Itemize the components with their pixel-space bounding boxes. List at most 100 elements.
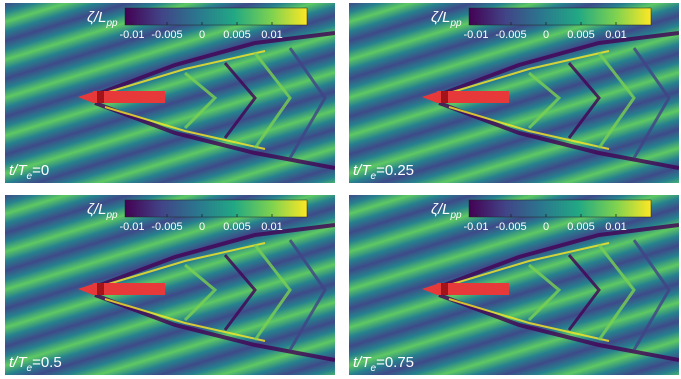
colorbar-label: ζ/Lpp <box>431 9 462 29</box>
colorbar <box>468 7 652 26</box>
wake-crest <box>438 293 679 362</box>
wake-crest <box>104 298 266 342</box>
wake-crest <box>567 254 601 331</box>
wake-crest <box>104 50 266 94</box>
time-label-value: =0.75 <box>376 354 414 371</box>
wake-crest <box>438 31 679 97</box>
wave-field <box>349 195 679 375</box>
colorbar-tick-label: 0 <box>543 221 549 233</box>
wake-crest <box>183 263 218 322</box>
colorbar-tick-label: 0.01 <box>605 29 626 41</box>
ship-bow <box>422 92 437 103</box>
ship-bow <box>78 92 93 103</box>
colorbar-tick-label: 0.01 <box>261 29 282 41</box>
time-label-sub: e <box>371 171 377 182</box>
time-label-sub: e <box>27 171 33 182</box>
wake-crest <box>597 244 636 341</box>
wake-crest <box>527 263 562 322</box>
colorbar-tick-label: 0.005 <box>223 221 251 233</box>
colorbar-tick-label: -0.005 <box>151 221 182 233</box>
colorbar-label: ζ/Lpp <box>87 201 118 221</box>
colorbar-tick-label: 0.005 <box>223 29 251 41</box>
time-label-main: t/T <box>9 354 28 371</box>
time-label: t/Te=0.25 <box>353 162 414 182</box>
colorbar-tick-label: -0.01 <box>463 221 488 233</box>
ship-bridge <box>441 283 448 295</box>
wake-crest <box>597 52 636 149</box>
colorbar-label-sub: pp <box>449 18 462 29</box>
panel: -0.01 -0.005 0 0.005 0.01 ζ/Lpp t/Te=0.75 <box>349 195 679 375</box>
wake-crest <box>567 62 601 139</box>
colorbar-tick-label: 0 <box>543 29 549 41</box>
wake-crest <box>223 62 257 139</box>
ship-hull <box>93 283 165 295</box>
wake-crest <box>632 239 671 351</box>
time-label: t/Te=0.75 <box>353 354 414 374</box>
colorbar-label-sub: pp <box>449 210 462 221</box>
wake-crest <box>288 47 327 159</box>
wake-crest <box>527 71 562 130</box>
wake-crest <box>632 47 671 159</box>
wake-crest <box>94 223 335 289</box>
colorbar-tick-label: -0.005 <box>151 29 182 41</box>
colorbar <box>124 199 308 218</box>
colorbar-tick-label: 0.005 <box>567 29 595 41</box>
time-label-main: t/T <box>353 162 372 179</box>
time-label-main: t/T <box>353 354 372 371</box>
wake-crest <box>438 101 679 170</box>
ship-hull <box>437 283 509 295</box>
wave-field <box>5 195 335 375</box>
time-label-main: t/T <box>9 162 28 179</box>
time-label-sub: e <box>27 363 33 374</box>
colorbar-label-main: ζ/L <box>431 9 450 26</box>
ship-bridge <box>441 91 448 103</box>
colorbar <box>468 199 652 218</box>
colorbar-label-sub: pp <box>105 210 118 221</box>
colorbar-label-sub: pp <box>105 18 118 29</box>
colorbar-tick-label: 0 <box>199 29 205 41</box>
time-label-value: =0 <box>32 162 49 179</box>
wake-crest <box>253 244 292 341</box>
colorbar-tick-label: 0 <box>199 221 205 233</box>
colorbar-tick-label: -0.01 <box>119 221 144 233</box>
colorbar-tick-label: 0.005 <box>567 221 595 233</box>
wake-crest <box>253 52 292 149</box>
wake-crest <box>448 106 610 150</box>
time-label: t/Te=0.5 <box>9 354 62 374</box>
ship-hull <box>93 91 165 103</box>
colorbar <box>124 7 308 26</box>
ship-bridge <box>97 91 104 103</box>
panel: -0.01 -0.005 0 0.005 0.01 ζ/Lpp t/Te=0 <box>5 3 335 183</box>
colorbar-tick-label: -0.005 <box>495 221 526 233</box>
colorbar-tick-label: -0.01 <box>463 29 488 41</box>
time-label-sub: e <box>371 363 377 374</box>
wake-crest <box>94 101 335 170</box>
colorbar-label: ζ/Lpp <box>431 201 462 221</box>
wake-crest <box>438 223 679 289</box>
wake-crest <box>288 239 327 351</box>
time-label-value: =0.5 <box>32 354 62 371</box>
colorbar-tick-label: 0.01 <box>605 221 626 233</box>
colorbar-tick-label: -0.01 <box>119 29 144 41</box>
wake-crest <box>183 71 218 130</box>
panel: -0.01 -0.005 0 0.005 0.01 ζ/Lpp t/Te=0.25 <box>349 3 679 183</box>
colorbar-label-main: ζ/L <box>87 201 106 218</box>
colorbar-label: ζ/Lpp <box>87 9 118 29</box>
ship-bow <box>78 284 93 295</box>
wake-crest <box>448 50 610 94</box>
ship-bow <box>422 284 437 295</box>
ship-hull <box>437 91 509 103</box>
time-label-value: =0.25 <box>376 162 414 179</box>
wake-crest <box>223 254 257 331</box>
wake-crest <box>448 298 610 342</box>
wake-crest <box>104 242 266 286</box>
panel: -0.01 -0.005 0 0.005 0.01 ζ/Lpp t/Te=0.5 <box>5 195 335 375</box>
wake-crest <box>94 31 335 97</box>
wave-field <box>5 3 335 183</box>
colorbar-label-main: ζ/L <box>431 201 450 218</box>
wake-crest <box>94 293 335 362</box>
wave-field <box>349 3 679 183</box>
wake-crest <box>104 106 266 150</box>
wake-crest <box>448 242 610 286</box>
